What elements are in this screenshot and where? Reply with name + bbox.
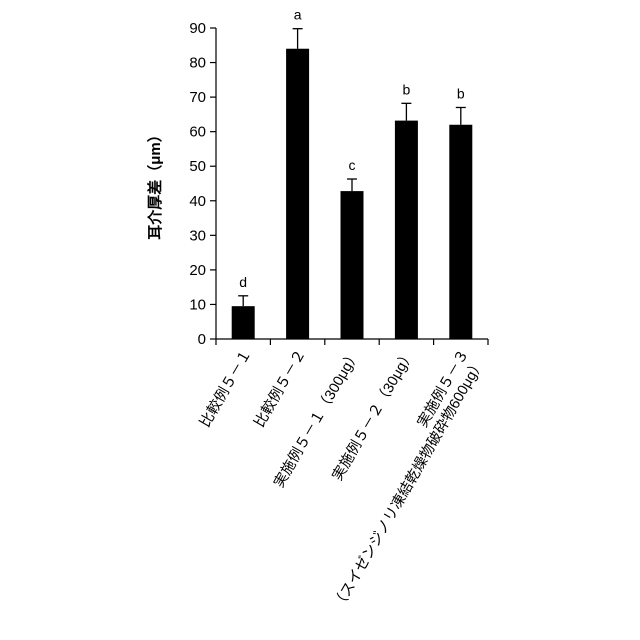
y-tick-label: 10 — [189, 296, 206, 313]
y-tick-label: 0 — [198, 331, 206, 348]
bar — [232, 306, 255, 339]
bar — [341, 191, 364, 339]
significance-letter: d — [239, 274, 247, 290]
category-label: 比較例５－１ — [196, 346, 255, 430]
bar — [449, 125, 472, 339]
axes: 0 10 20 30 40 50 60 70 80 90 耳介厚差（μm） — [146, 20, 488, 348]
y-axis-label: 耳介厚差（μm） — [146, 127, 164, 240]
significance-letter: b — [403, 81, 411, 97]
y-tick-label: 70 — [189, 89, 206, 106]
y-tick-label: 30 — [189, 227, 206, 244]
y-tick-label: 60 — [189, 124, 206, 141]
y-tick-label: 40 — [189, 193, 206, 210]
y-tick-label: 90 — [189, 20, 206, 37]
y-tick-label: 80 — [189, 55, 206, 72]
bar — [286, 49, 309, 339]
significance-letter: a — [294, 7, 302, 23]
y-tick-label: 50 — [189, 158, 206, 175]
category-label: （スイゼンジノリ凍結乾燥物破砕物600μg） — [330, 356, 488, 613]
significance-letter: c — [349, 157, 356, 173]
y-tick-label: 20 — [189, 262, 206, 279]
bars: d a c b b — [232, 7, 473, 339]
significance-letter: b — [457, 85, 465, 101]
category-labels: 比較例５－１比較例５－２実施例５－１（300μg）実施例５－２（30μg）実施例… — [196, 346, 488, 612]
bar — [395, 121, 418, 339]
category-label: 比較例５－２ — [250, 346, 309, 430]
